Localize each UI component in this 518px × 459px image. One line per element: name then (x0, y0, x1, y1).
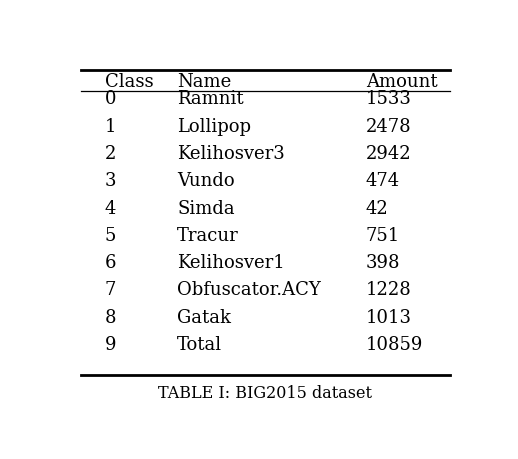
Text: Total: Total (177, 335, 222, 353)
Text: Class: Class (105, 73, 153, 90)
Text: 398: 398 (366, 253, 400, 272)
Text: 1228: 1228 (366, 281, 412, 299)
Text: 7: 7 (105, 281, 116, 299)
Text: 4: 4 (105, 199, 116, 217)
Text: 3: 3 (105, 172, 117, 190)
Text: 9: 9 (105, 335, 117, 353)
Text: Vundo: Vundo (177, 172, 235, 190)
Text: Tracur: Tracur (177, 226, 239, 244)
Text: 5: 5 (105, 226, 116, 244)
Text: TABLE I: BIG2015 dataset: TABLE I: BIG2015 dataset (159, 384, 372, 401)
Text: 2942: 2942 (366, 145, 411, 162)
Text: Obfuscator.ACY: Obfuscator.ACY (177, 281, 321, 299)
Text: 1: 1 (105, 118, 117, 135)
Text: 2: 2 (105, 145, 116, 162)
Text: Kelihosver3: Kelihosver3 (177, 145, 285, 162)
Text: 0: 0 (105, 90, 117, 108)
Text: 474: 474 (366, 172, 400, 190)
Text: 2478: 2478 (366, 118, 411, 135)
Text: Amount: Amount (366, 73, 438, 90)
Text: 751: 751 (366, 226, 400, 244)
Text: Simda: Simda (177, 199, 235, 217)
Text: Name: Name (177, 73, 232, 90)
Text: Lollipop: Lollipop (177, 118, 251, 135)
Text: Ramnit: Ramnit (177, 90, 244, 108)
Text: 6: 6 (105, 253, 117, 272)
Text: Kelihosver1: Kelihosver1 (177, 253, 285, 272)
Text: Gatak: Gatak (177, 308, 231, 326)
Text: 1533: 1533 (366, 90, 412, 108)
Text: 1013: 1013 (366, 308, 412, 326)
Text: 8: 8 (105, 308, 117, 326)
Text: 42: 42 (366, 199, 388, 217)
Text: 10859: 10859 (366, 335, 423, 353)
